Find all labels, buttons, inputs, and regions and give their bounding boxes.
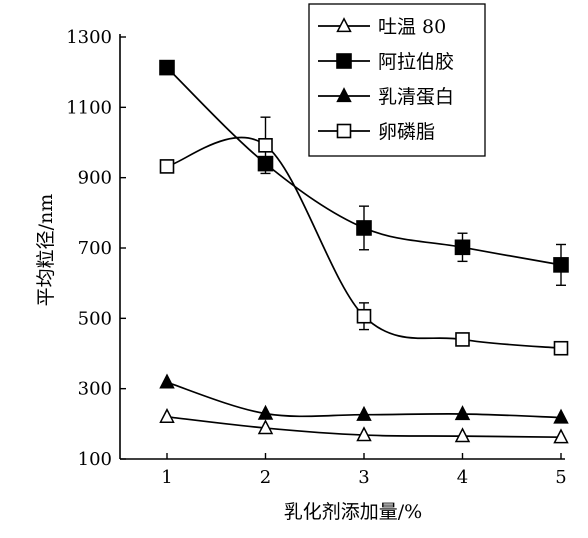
legend-label: 阿拉伯胶 xyxy=(378,51,454,73)
data-point xyxy=(356,405,372,421)
data-point xyxy=(553,408,569,424)
y-tick-label: 900 xyxy=(78,168,112,189)
legend-label: 乳清蛋白 xyxy=(378,86,454,108)
legend-marker xyxy=(336,53,352,69)
x-tick-label: 1 xyxy=(161,467,172,488)
data-point xyxy=(257,419,274,435)
data-point xyxy=(454,405,471,421)
y-tick-label: 300 xyxy=(78,379,112,400)
x-tick-label: 4 xyxy=(457,467,468,488)
data-point xyxy=(455,332,470,347)
data-point xyxy=(159,159,175,174)
x-tick-label: 5 xyxy=(555,467,566,488)
data-point xyxy=(454,239,471,256)
x-axis-title: 乳化剂添加量/% xyxy=(284,501,422,523)
series-line xyxy=(166,136,562,350)
data-point xyxy=(257,155,274,172)
data-point xyxy=(159,373,175,389)
y-tick-label: 100 xyxy=(78,449,112,470)
data-point xyxy=(553,257,569,273)
data-point xyxy=(159,407,175,423)
data-point xyxy=(257,404,274,420)
y-axis-title: 平均粒径/nm xyxy=(35,194,57,307)
y-tick-label: 700 xyxy=(78,238,112,259)
data-point xyxy=(258,138,273,153)
legend-marker xyxy=(336,87,352,103)
legend-label: 卵磷脂 xyxy=(378,121,435,143)
data-point xyxy=(553,340,569,356)
legend-marker xyxy=(336,17,352,33)
data-point xyxy=(553,428,569,444)
data-point xyxy=(356,426,372,442)
y-tick-label: 1300 xyxy=(66,27,112,48)
data-point xyxy=(356,220,372,236)
data-point xyxy=(454,427,471,443)
data-point xyxy=(159,59,175,76)
data-point xyxy=(356,308,372,324)
x-tick-label: 3 xyxy=(358,467,369,488)
y-tick-label: 500 xyxy=(78,308,112,329)
ticks: 100 300 500 700 900 1100 1300 1 2 3 4 5 xyxy=(66,27,567,488)
legend-label: 吐温 80 xyxy=(378,16,446,38)
legend-marker xyxy=(336,123,352,139)
x-tick-label: 2 xyxy=(260,467,271,488)
markers xyxy=(159,59,569,444)
y-tick-label: 1100 xyxy=(66,97,112,118)
